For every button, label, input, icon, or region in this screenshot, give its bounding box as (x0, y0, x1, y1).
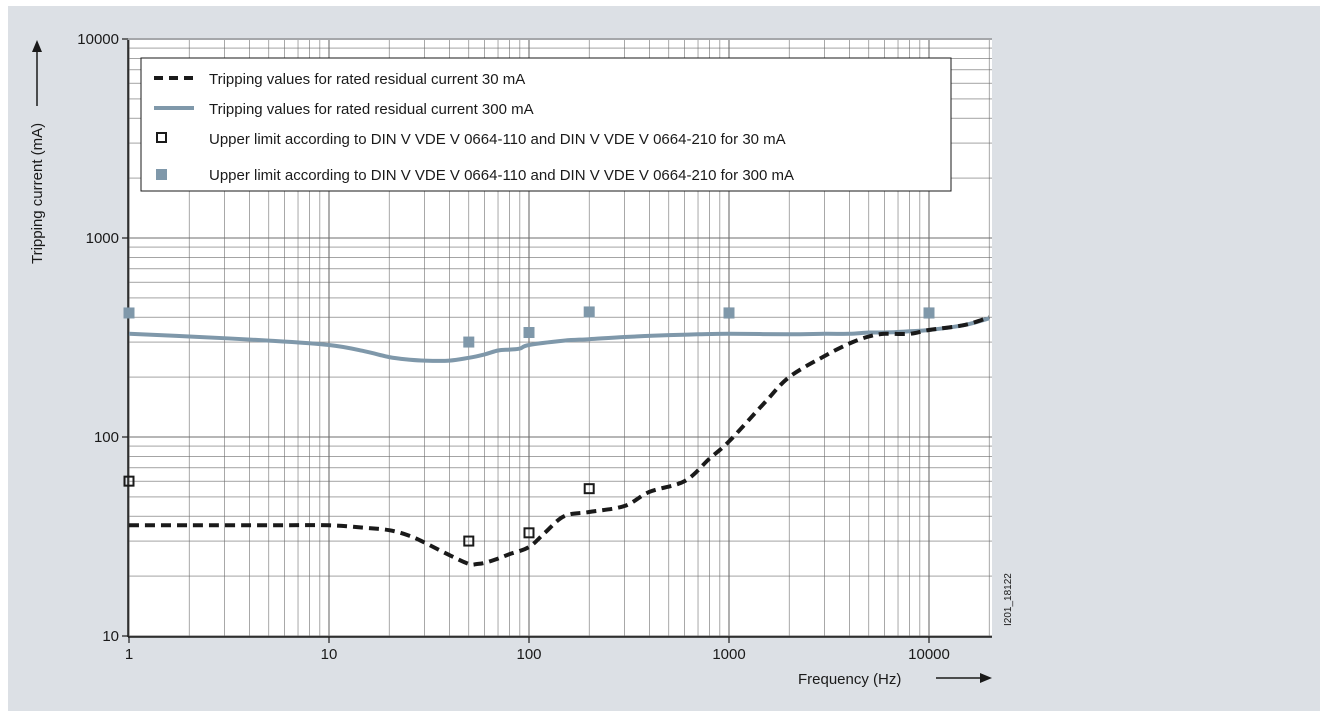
series-300ma-line (128, 316, 990, 363)
x-tick-label: 100 (516, 646, 541, 663)
marker-300ma-limit (123, 307, 135, 319)
axes (127, 40, 992, 638)
x-axis-title: Frequency (Hz) (798, 671, 992, 688)
x-tick-label: 1000 (712, 646, 745, 663)
x-axis-arrow-head (980, 673, 992, 683)
marker-30ma-limit (123, 475, 135, 487)
series-layer (123, 306, 990, 567)
marker-30ma-limit (523, 527, 535, 539)
legend-label-300ma-limit: Upper limit according to DIN V VDE V 066… (209, 167, 794, 184)
x-tick-label: 10000 (908, 646, 950, 663)
y-tick-label: 100 (94, 429, 119, 446)
y-tick-label: 10 (102, 628, 119, 645)
figure-code: I201_18122 (1003, 573, 1014, 626)
legend-swatch-300ma-limit (156, 169, 167, 180)
marker-300ma-limit (523, 327, 535, 339)
x-axis-label: Frequency (Hz) (798, 671, 901, 688)
tripping-current-chart: 1 10 100 1000 10000 10 100 1000 10000 Tripping v… (29, 31, 1014, 688)
legend-label-30ma-line: Tripping values for rated residual curre… (209, 71, 525, 88)
y-tick-label: 10000 (77, 31, 119, 48)
series-30ma-line (129, 315, 990, 567)
marker-300ma-limit (923, 307, 935, 319)
figure-panel: 1 10 100 1000 10000 10 100 1000 10000 Tripping v… (8, 6, 1320, 711)
x-tick-label: 1 (125, 646, 133, 663)
legend-label-300ma-line: Tripping values for rated residual curre… (209, 101, 534, 118)
legend-box (140, 57, 952, 192)
y-axis-arrow-head (32, 40, 42, 52)
marker-300ma-limit (723, 307, 735, 319)
marker-30ma-limit (583, 483, 595, 495)
x-tick-label: 10 (321, 646, 338, 663)
y-axis-label: Tripping current (mA) (29, 123, 46, 264)
legend: Tripping values for rated residual curre… (140, 57, 952, 192)
legend-swatch-30ma-limit (156, 132, 167, 143)
legend-label-30ma-limit: Upper limit according to DIN V VDE V 066… (209, 131, 786, 148)
y-tick-label: 1000 (86, 230, 119, 247)
marker-300ma-limit (463, 336, 475, 348)
tick-labels: 1 10 100 1000 10000 10 100 1000 10000 (77, 31, 950, 663)
y-axis-title: Tripping current (mA) (29, 40, 46, 264)
marker-300ma-limit (583, 306, 595, 318)
marker-30ma-limit (463, 535, 475, 547)
